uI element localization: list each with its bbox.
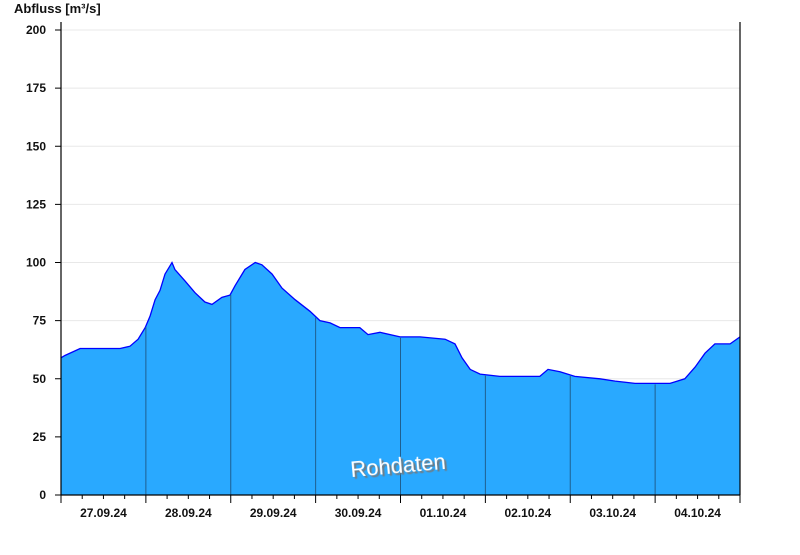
x-tick-label: 02.10.24	[504, 506, 551, 520]
y-tick-label: 125	[26, 197, 46, 211]
x-tick-label: 27.09.24	[80, 506, 127, 520]
x-tick-label: 04.10.24	[674, 506, 721, 520]
x-tick-label: 03.10.24	[589, 506, 636, 520]
y-tick-label: 150	[26, 139, 46, 153]
day-separators	[145, 294, 656, 495]
series-line	[60, 261, 741, 385]
y-tick-label: 50	[33, 372, 47, 386]
x-tick-label: 01.10.24	[420, 506, 467, 520]
y-ticks: 0 25 50 75 100 125 150 175 200	[26, 23, 61, 502]
x-tick-label: 28.09.24	[165, 506, 212, 520]
y-tick-label: 100	[26, 256, 46, 270]
x-tick-label: 29.09.24	[250, 506, 297, 520]
y-tick-label: 175	[26, 81, 46, 95]
x-tick-label: 30.09.24	[335, 506, 382, 520]
y-tick-label: 25	[33, 430, 47, 444]
x-ticks: 27.09.24 28.09.24 29.09.24 30.09.24 01.10.24…	[60, 495, 741, 520]
y-tick-label: 0	[39, 488, 46, 502]
y-axis-label: Abfluss [m³/s]	[14, 1, 101, 16]
y-tick-label: 75	[33, 314, 47, 328]
y-tick-label: 200	[26, 23, 46, 37]
